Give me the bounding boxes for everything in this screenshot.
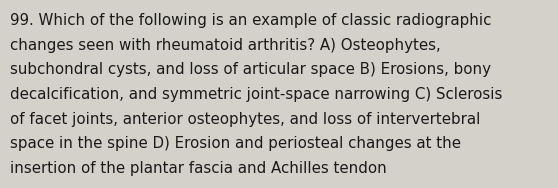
Text: decalcification, and symmetric joint-space narrowing C) Sclerosis: decalcification, and symmetric joint-spa…	[10, 87, 502, 102]
Text: space in the spine D) Erosion and periosteal changes at the: space in the spine D) Erosion and perios…	[10, 136, 461, 151]
Text: insertion of the plantar fascia and Achilles tendon: insertion of the plantar fascia and Achi…	[10, 161, 387, 176]
Text: of facet joints, anterior osteophytes, and loss of intervertebral: of facet joints, anterior osteophytes, a…	[10, 112, 480, 127]
Text: changes seen with rheumatoid arthritis? A) Osteophytes,: changes seen with rheumatoid arthritis? …	[10, 38, 441, 53]
Text: 99. Which of the following is an example of classic radiographic: 99. Which of the following is an example…	[10, 13, 492, 28]
Text: subchondral cysts, and loss of articular space B) Erosions, bony: subchondral cysts, and loss of articular…	[10, 62, 491, 77]
